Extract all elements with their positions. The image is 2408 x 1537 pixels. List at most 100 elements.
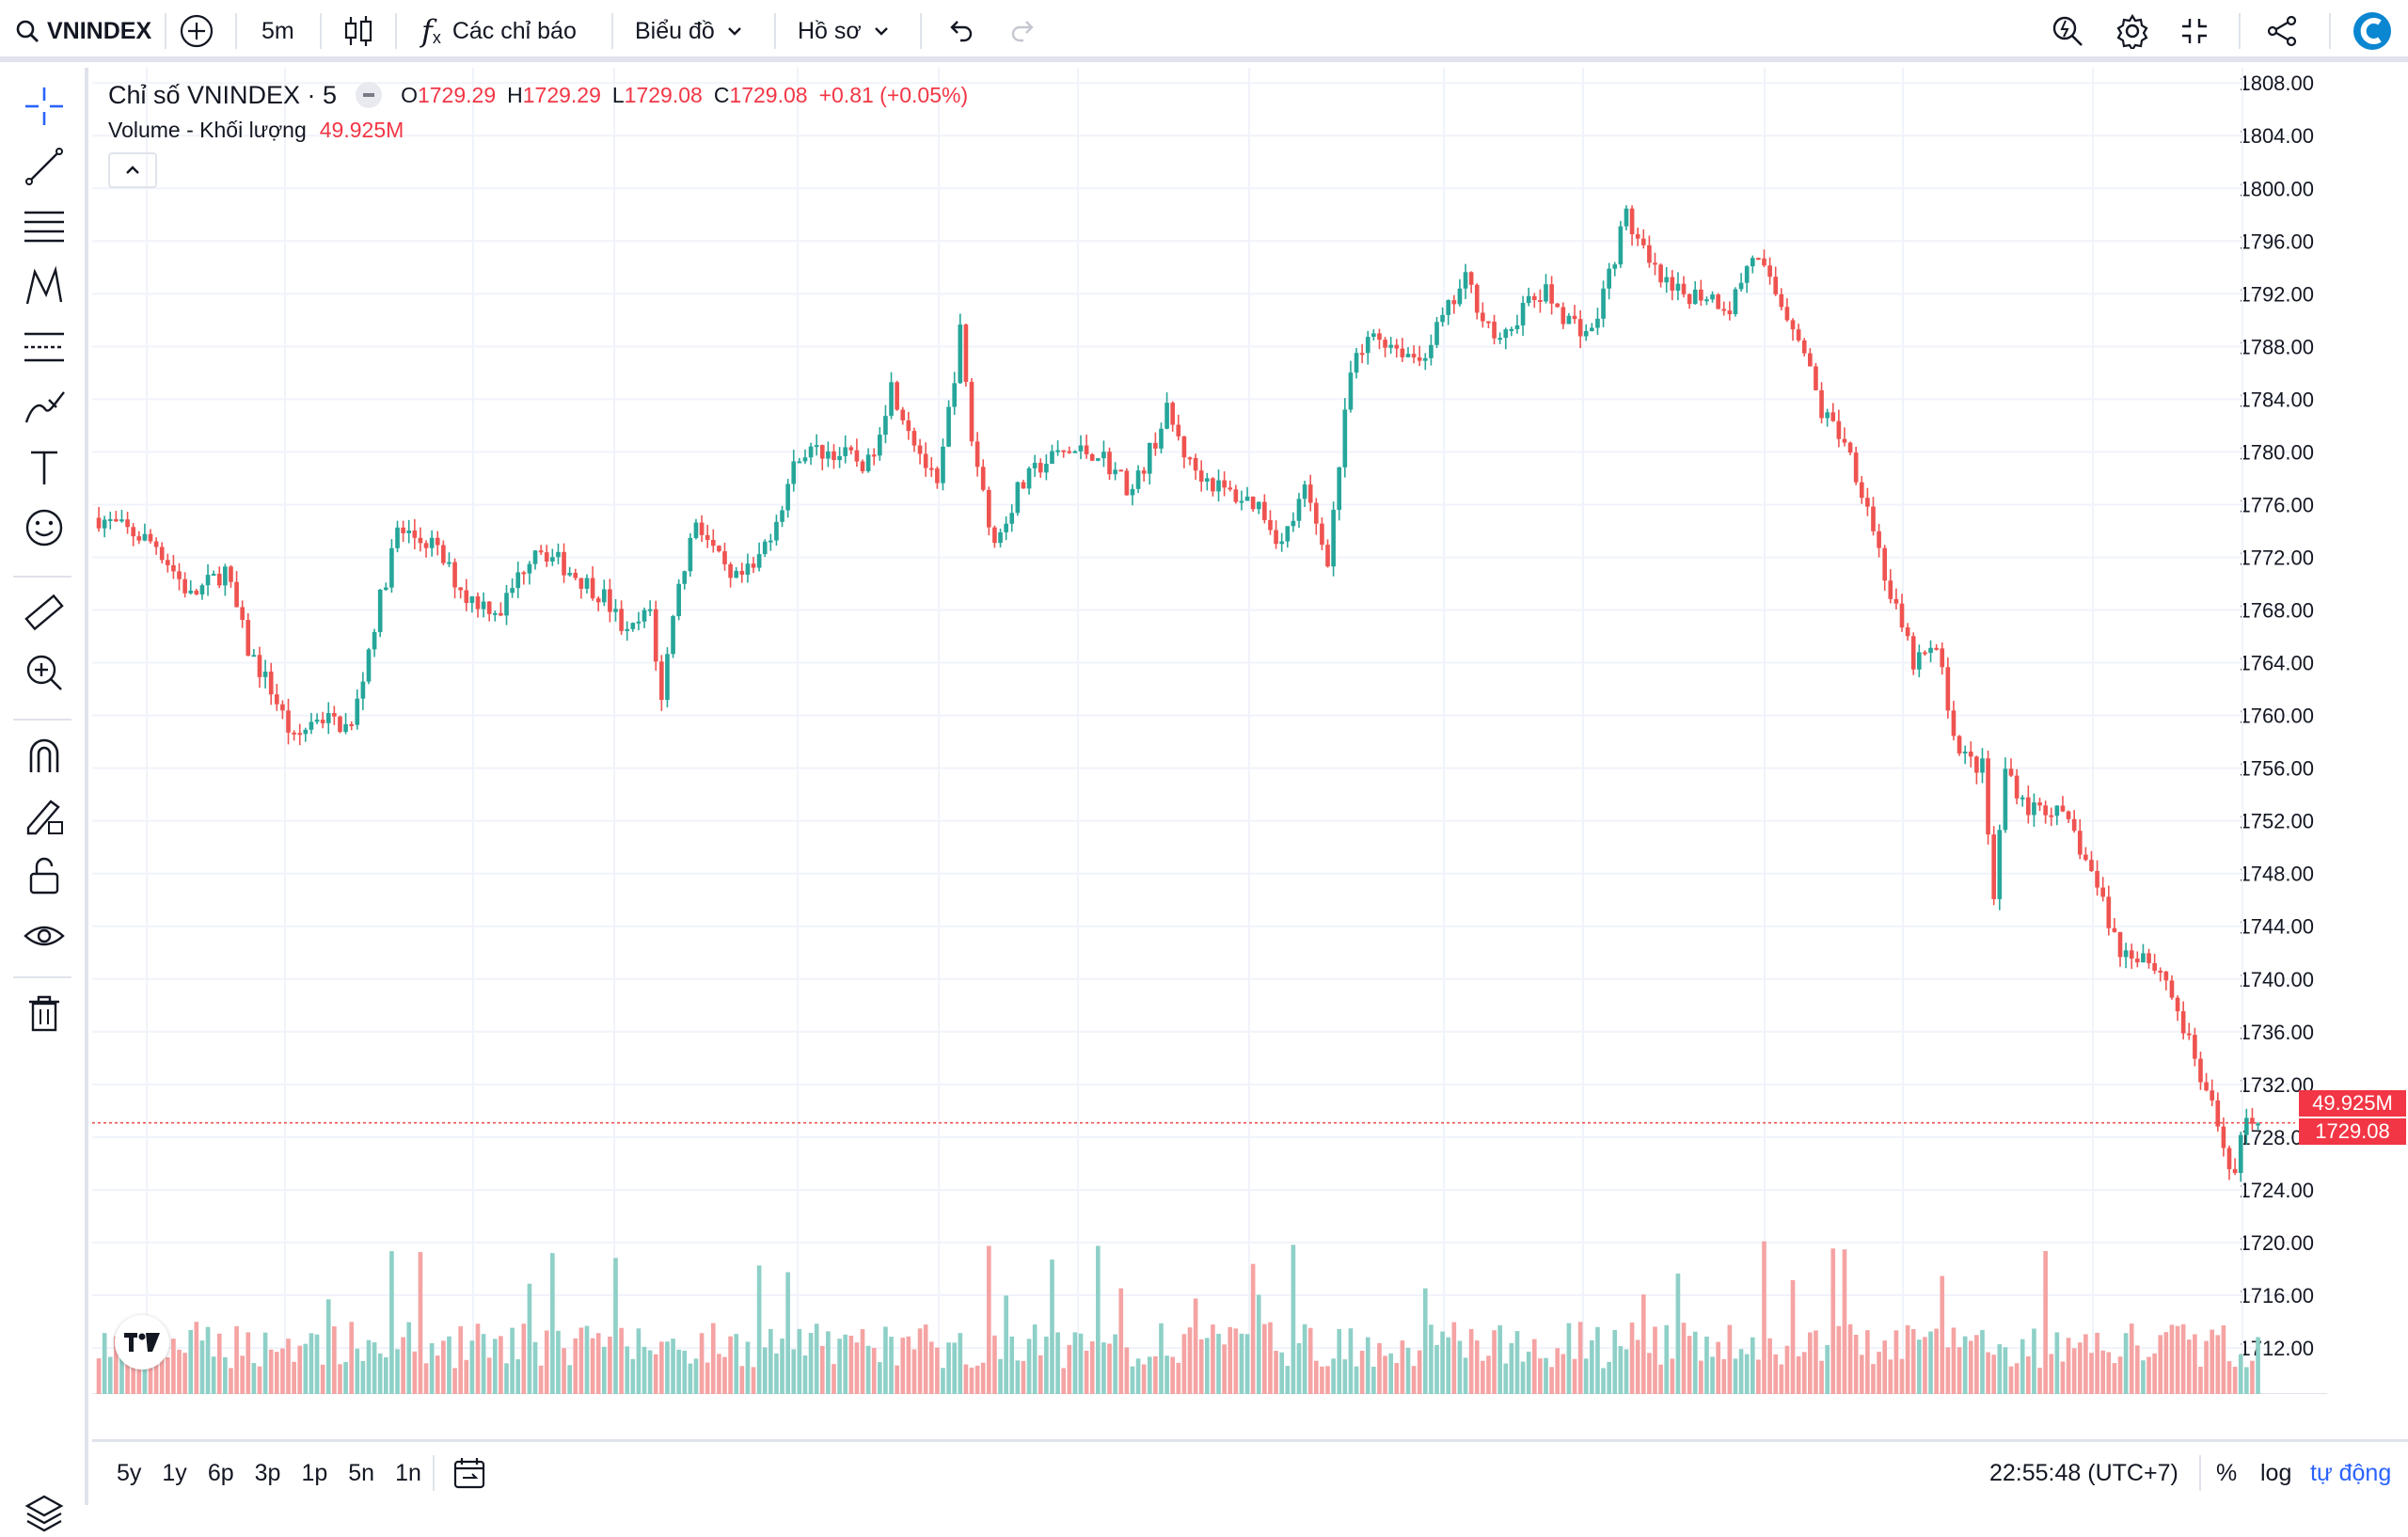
candle-body [717,546,721,552]
candle-body [819,445,825,459]
candle-body [2014,775,2020,799]
tradingview-logo[interactable] [115,1315,169,1370]
fullscreen-button[interactable] [2178,0,2210,62]
candle-body [1974,756,1979,773]
fib-tool[interactable] [21,203,68,250]
clock-display[interactable]: 22:55:48 (UTC+7) [1989,1442,2178,1504]
delete-drawings-tool[interactable] [21,990,68,1037]
zoom-tool[interactable] [21,649,68,696]
auto-scale-toggle[interactable]: tự động [2310,1442,2391,1504]
candle-body [1383,340,1387,348]
candle-body [286,710,291,733]
volume-bar [1767,1338,1772,1394]
volume-bar [372,1341,377,1394]
candle-body [923,453,928,468]
brush-tool[interactable] [21,384,68,431]
candle-body [544,552,549,562]
candle-body [1871,506,1876,531]
candle-body [194,590,199,594]
candle-body [1124,470,1130,496]
volume-bar [2256,1337,2260,1394]
range-button-6p[interactable]: 6p [207,1459,234,1486]
volume-bar [2054,1332,2060,1394]
volume-bar [2238,1354,2243,1394]
volume-bar [1233,1328,1239,1394]
log-scale-toggle[interactable]: log [2260,1442,2291,1504]
range-button-1y[interactable]: 1y [162,1459,187,1486]
volume-bar [1055,1332,1060,1394]
candle-body [1773,277,1779,294]
candle-body [423,543,429,548]
chart-menu-button[interactable]: Biểu đồ [635,0,745,62]
range-button-1p[interactable]: 1p [301,1459,328,1486]
candle-body [148,533,153,542]
compare-add-button[interactable] [179,0,214,62]
forecast-tool[interactable] [21,324,68,371]
brand-logo[interactable] [2352,0,2393,62]
candle-body [601,589,607,603]
candle-body [1325,545,1330,567]
chart-type-button[interactable] [342,0,374,62]
volume-bar [297,1345,303,1394]
hide-drawings-tool[interactable] [21,912,68,959]
pattern-tool[interactable] [21,263,68,310]
undo-button[interactable] [945,0,975,62]
lock-all-tool[interactable] [21,852,68,899]
range-button-5n[interactable]: 5n [348,1459,375,1486]
settings-button[interactable] [2115,0,2150,62]
text-tool[interactable] [21,444,68,491]
magnet-tool[interactable] [21,732,68,779]
candle-body [2152,962,2157,971]
trendline-tool[interactable] [21,143,68,190]
volume-bar [699,1333,705,1394]
volume-bar [1228,1326,1233,1394]
interval-button[interactable]: 5m [261,0,294,62]
goto-date-button[interactable] [452,1442,487,1504]
range-button-3p[interactable]: 3p [254,1459,281,1486]
candle-body [1842,438,1847,443]
volume-legend-label[interactable]: Volume - Khối lượng [108,117,307,142]
profile-menu-button[interactable]: Hồ sơ [798,0,892,62]
volume-bar [1124,1347,1130,1394]
crosshair-tool[interactable] [21,83,68,130]
percent-scale-toggle[interactable]: % [2216,1442,2237,1504]
legend-dot-icon[interactable] [356,82,383,108]
volume-bar [1727,1324,1733,1394]
emoji-tool[interactable] [21,504,68,551]
symbol-search[interactable]: VNINDEX [15,0,151,62]
candle-body [1762,258,1766,266]
chart-legend: Chỉ số VNINDEX · 5 O 1729.29 H 1729.29 L 17… [108,79,968,188]
candle-body [992,527,997,544]
range-button-1n[interactable]: 1n [395,1459,421,1486]
volume-bar [1934,1328,1939,1394]
volume-bar [246,1332,251,1394]
measure-tool[interactable] [21,589,68,636]
volume-bar [837,1339,842,1394]
legend-change: +0.81 (+0.05%) [818,82,969,107]
volume-bar [2169,1324,2175,1394]
candle-body [1211,478,1215,492]
volume-bar [223,1356,228,1394]
quick-search-button[interactable] [2051,0,2084,62]
lock-drawing-tool[interactable] [21,792,68,839]
legend-title[interactable]: Chỉ số VNINDEX · 5 [108,80,338,109]
volume-bar [1451,1322,1457,1394]
share-button[interactable] [2265,0,2299,62]
candle-body [2054,805,2060,816]
price-chart[interactable]: 1808.00 1804.00 1800.00 1796.00 1792.00 1788.… [92,68,2327,1428]
volume-bar [1268,1322,1273,1394]
volume-bar [1009,1336,1015,1394]
candle-body [383,587,388,590]
legend-collapse-button[interactable] [108,152,157,188]
candle-body [458,587,463,591]
volume-bar [1836,1325,1842,1394]
candle-body [734,570,739,578]
price-tick-label: 1760.00 [2239,705,2314,728]
candle-body [573,573,578,578]
range-button-5y[interactable]: 5y [117,1459,142,1486]
object-tree-button[interactable] [21,1490,68,1537]
redo-button[interactable] [1008,0,1038,62]
chart-pane[interactable]: 1808.00 1804.00 1800.00 1796.00 1792.00 1788.… [92,68,2327,1428]
volume-bar [808,1333,814,1394]
